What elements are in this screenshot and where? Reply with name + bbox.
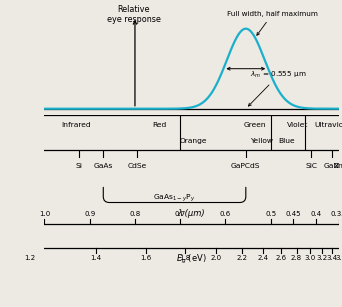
- Text: 0.9: 0.9: [84, 211, 95, 217]
- Text: Ultraviolet: Ultraviolet: [315, 122, 342, 128]
- Text: Orange: Orange: [180, 138, 208, 144]
- Text: 0.8: 0.8: [129, 211, 141, 217]
- Text: CdSe: CdSe: [128, 163, 147, 169]
- Text: GaPCdS: GaPCdS: [231, 163, 261, 169]
- Text: 1.4: 1.4: [91, 255, 102, 261]
- Text: GaAs$_{1-y}$P$_y$: GaAs$_{1-y}$P$_y$: [153, 193, 196, 204]
- Text: Si: Si: [76, 163, 83, 169]
- Text: 2.8: 2.8: [291, 255, 302, 261]
- Text: SiC: SiC: [305, 163, 317, 169]
- Text: 2.4: 2.4: [258, 255, 269, 261]
- Text: 2.0: 2.0: [211, 255, 222, 261]
- Text: Red: Red: [153, 122, 167, 128]
- Text: Infrared: Infrared: [61, 122, 91, 128]
- Text: 1.2: 1.2: [24, 255, 35, 261]
- Text: 0.5: 0.5: [265, 211, 276, 217]
- Text: 3.2: 3.2: [316, 255, 327, 261]
- Text: λ (μm): λ (μm): [178, 209, 205, 218]
- Text: 0.6: 0.6: [220, 211, 231, 217]
- Text: 2.6: 2.6: [276, 255, 287, 261]
- Text: eye response: eye response: [107, 15, 160, 24]
- Text: GaAs: GaAs: [94, 163, 113, 169]
- Text: 1.0: 1.0: [39, 211, 50, 217]
- Text: 3.0: 3.0: [304, 255, 316, 261]
- Text: 2.2: 2.2: [236, 255, 247, 261]
- Text: GaN: GaN: [324, 163, 340, 169]
- Text: Full width, half maximum: Full width, half maximum: [227, 11, 318, 35]
- Text: 0.7: 0.7: [174, 211, 186, 217]
- Text: Green: Green: [244, 122, 266, 128]
- Text: 0.35: 0.35: [331, 211, 342, 217]
- Text: 1.6: 1.6: [141, 255, 152, 261]
- Text: Violet: Violet: [287, 122, 308, 128]
- Text: $E_g$ (eV): $E_g$ (eV): [176, 253, 207, 266]
- Text: Relative: Relative: [117, 5, 150, 14]
- Text: 3.4: 3.4: [326, 255, 338, 261]
- Text: Yellow: Yellow: [250, 138, 273, 144]
- Text: 0.45: 0.45: [286, 211, 301, 217]
- Text: ZnS: ZnS: [333, 163, 342, 169]
- Text: 3.6: 3.6: [336, 255, 342, 261]
- Text: 0.4: 0.4: [311, 211, 321, 217]
- Text: $\lambda_m$ = 0.555 μm: $\lambda_m$ = 0.555 μm: [248, 70, 307, 106]
- Text: Blue: Blue: [278, 138, 295, 144]
- Text: 1.8: 1.8: [180, 255, 191, 261]
